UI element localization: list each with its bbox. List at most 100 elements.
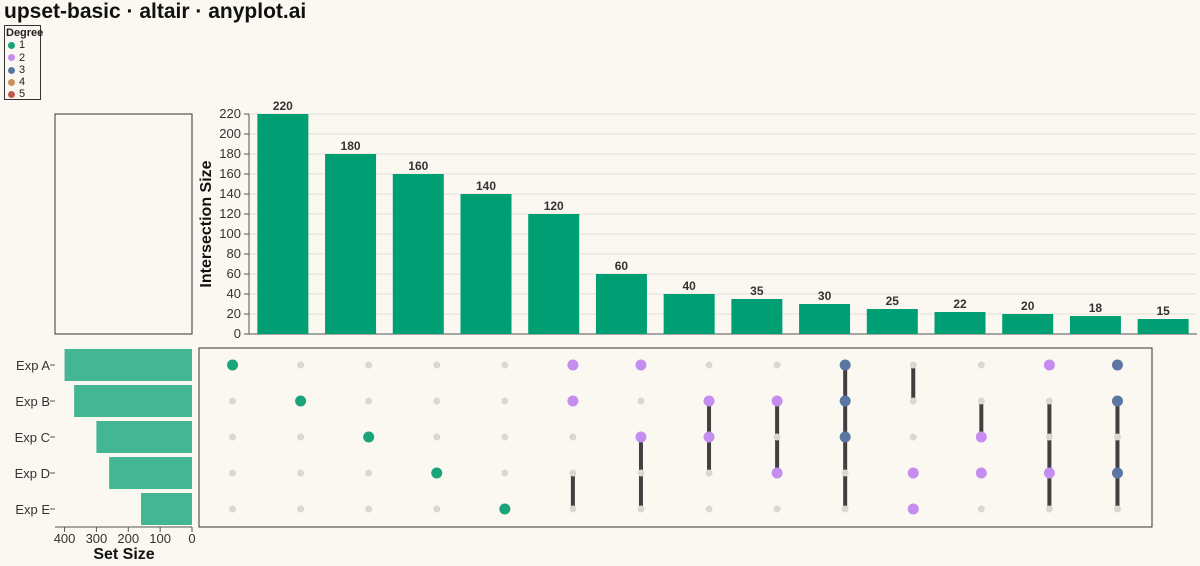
matrix-dot-inactive	[841, 469, 849, 477]
intersection-bar	[866, 309, 918, 334]
y-axis-title: Intersection Size	[198, 160, 215, 287]
matrix-dot-active	[839, 395, 851, 407]
matrix-dot-active	[295, 395, 307, 407]
matrix-dot-active	[975, 431, 987, 443]
legend-swatch	[8, 91, 15, 99]
matrix-dot-inactive	[773, 361, 781, 369]
matrix-dot-inactive	[365, 397, 373, 405]
y-tick-label: 160	[219, 166, 241, 181]
y-tick-label: 60	[227, 266, 241, 281]
matrix-dot-active	[771, 395, 783, 407]
matrix-dot-active	[567, 395, 579, 407]
matrix-dot-inactive	[433, 361, 441, 369]
y-tick-label: 20	[227, 306, 241, 321]
matrix-dot-inactive	[297, 361, 305, 369]
matrix-dot-inactive	[365, 469, 373, 477]
legend-label: 5	[19, 88, 26, 101]
matrix-dot-inactive	[773, 433, 781, 441]
matrix-dot-active	[227, 359, 239, 371]
matrix-dot-active	[771, 467, 783, 479]
legend-item: 3	[6, 64, 40, 76]
matrix-dot-inactive	[705, 469, 713, 477]
set-size-tick-label: 400	[54, 531, 76, 546]
intersection-bar	[325, 154, 377, 334]
matrix-dot-active	[431, 467, 443, 479]
bar-value-label: 60	[615, 259, 629, 273]
bar-value-label: 40	[682, 279, 696, 293]
matrix-dot-inactive	[773, 505, 781, 513]
set-size-tick-label: 300	[86, 531, 108, 546]
matrix-dot-inactive	[229, 433, 237, 441]
matrix-dot-inactive	[1045, 505, 1053, 513]
bar-value-label: 30	[818, 289, 832, 303]
matrix-dot-inactive	[705, 505, 713, 513]
matrix-dot-inactive	[365, 505, 373, 513]
matrix-dot-inactive	[569, 505, 577, 513]
bar-value-label: 160	[408, 159, 428, 173]
matrix-dot-inactive	[841, 505, 849, 513]
legend-label: 2	[19, 51, 26, 64]
y-tick-label: 40	[227, 286, 241, 301]
matrix-dot-inactive	[1113, 433, 1121, 441]
matrix-dot-inactive	[637, 397, 645, 405]
matrix-dot-active	[499, 503, 511, 515]
matrix-dot-inactive	[637, 505, 645, 513]
matrix-dot-active	[1111, 359, 1123, 371]
y-tick-label: 80	[227, 246, 241, 261]
intersection-bar	[934, 312, 986, 334]
matrix-dot-inactive	[1045, 397, 1053, 405]
empty-panel	[54, 113, 193, 335]
legend-swatch	[8, 78, 15, 86]
matrix-dot-inactive	[433, 397, 441, 405]
legend-swatch	[8, 54, 15, 62]
matrix-dot-inactive	[433, 505, 441, 513]
legend-label: 3	[19, 63, 26, 76]
matrix-panel	[198, 347, 1153, 528]
intersection-bar	[663, 294, 715, 334]
matrix-dot-inactive	[297, 469, 305, 477]
intersection-bar	[528, 214, 580, 334]
bar-value-label: 140	[476, 179, 496, 193]
set-size-axis-title: Set Size	[93, 546, 154, 563]
matrix-dot-inactive	[297, 433, 305, 441]
set-label: Exp A	[16, 358, 50, 373]
set-size-chart: Exp A Exp B Exp C Exp D Exp E 400 300 200 100 0 Se…	[15, 349, 196, 563]
set-label: Exp E	[15, 502, 50, 517]
matrix-dot-inactive	[977, 397, 985, 405]
set-size-bar	[74, 385, 192, 417]
matrix-dot-inactive	[569, 433, 577, 441]
intersection-bar-chart: 0 20 40 60 80 100 120 140 160 180 200 220 Intersecti…	[198, 99, 1197, 341]
matrix-dot-active	[1111, 395, 1123, 407]
matrix-dot-inactive	[229, 397, 237, 405]
matrix-dot-inactive	[705, 361, 713, 369]
matrix-dot-active	[635, 431, 647, 443]
set-label: Exp C	[15, 430, 50, 445]
intersection-bar	[1137, 319, 1189, 334]
matrix-dot-active	[703, 431, 715, 443]
bar-value-label: 120	[544, 199, 564, 213]
matrix-dot-inactive	[909, 361, 917, 369]
matrix-dot-active	[839, 431, 851, 443]
set-label: Exp D	[15, 466, 50, 481]
set-size-bar	[109, 457, 192, 489]
legend-swatch	[8, 66, 15, 74]
matrix-dot-inactive	[229, 469, 237, 477]
matrix-dot-inactive	[1045, 433, 1053, 441]
y-tick-label: 120	[219, 206, 241, 221]
matrix-dot-active	[703, 395, 715, 407]
bar-value-label: 220	[273, 99, 293, 113]
bar-value-label: 22	[953, 297, 967, 311]
bar-value-label: 18	[1089, 301, 1103, 315]
set-size-bar	[96, 421, 192, 453]
y-tick-label: 100	[219, 226, 241, 241]
matrix-dot-active	[1043, 467, 1055, 479]
matrix-dot-active	[1043, 359, 1055, 371]
page-title: upset-basic · altair · anyplot.ai	[4, 0, 307, 23]
matrix-dot-inactive	[433, 433, 441, 441]
matrix-dot-inactive	[229, 505, 237, 513]
legend-item: 4	[6, 76, 40, 88]
legend-label: 4	[19, 76, 26, 89]
legend-swatch	[8, 41, 15, 49]
